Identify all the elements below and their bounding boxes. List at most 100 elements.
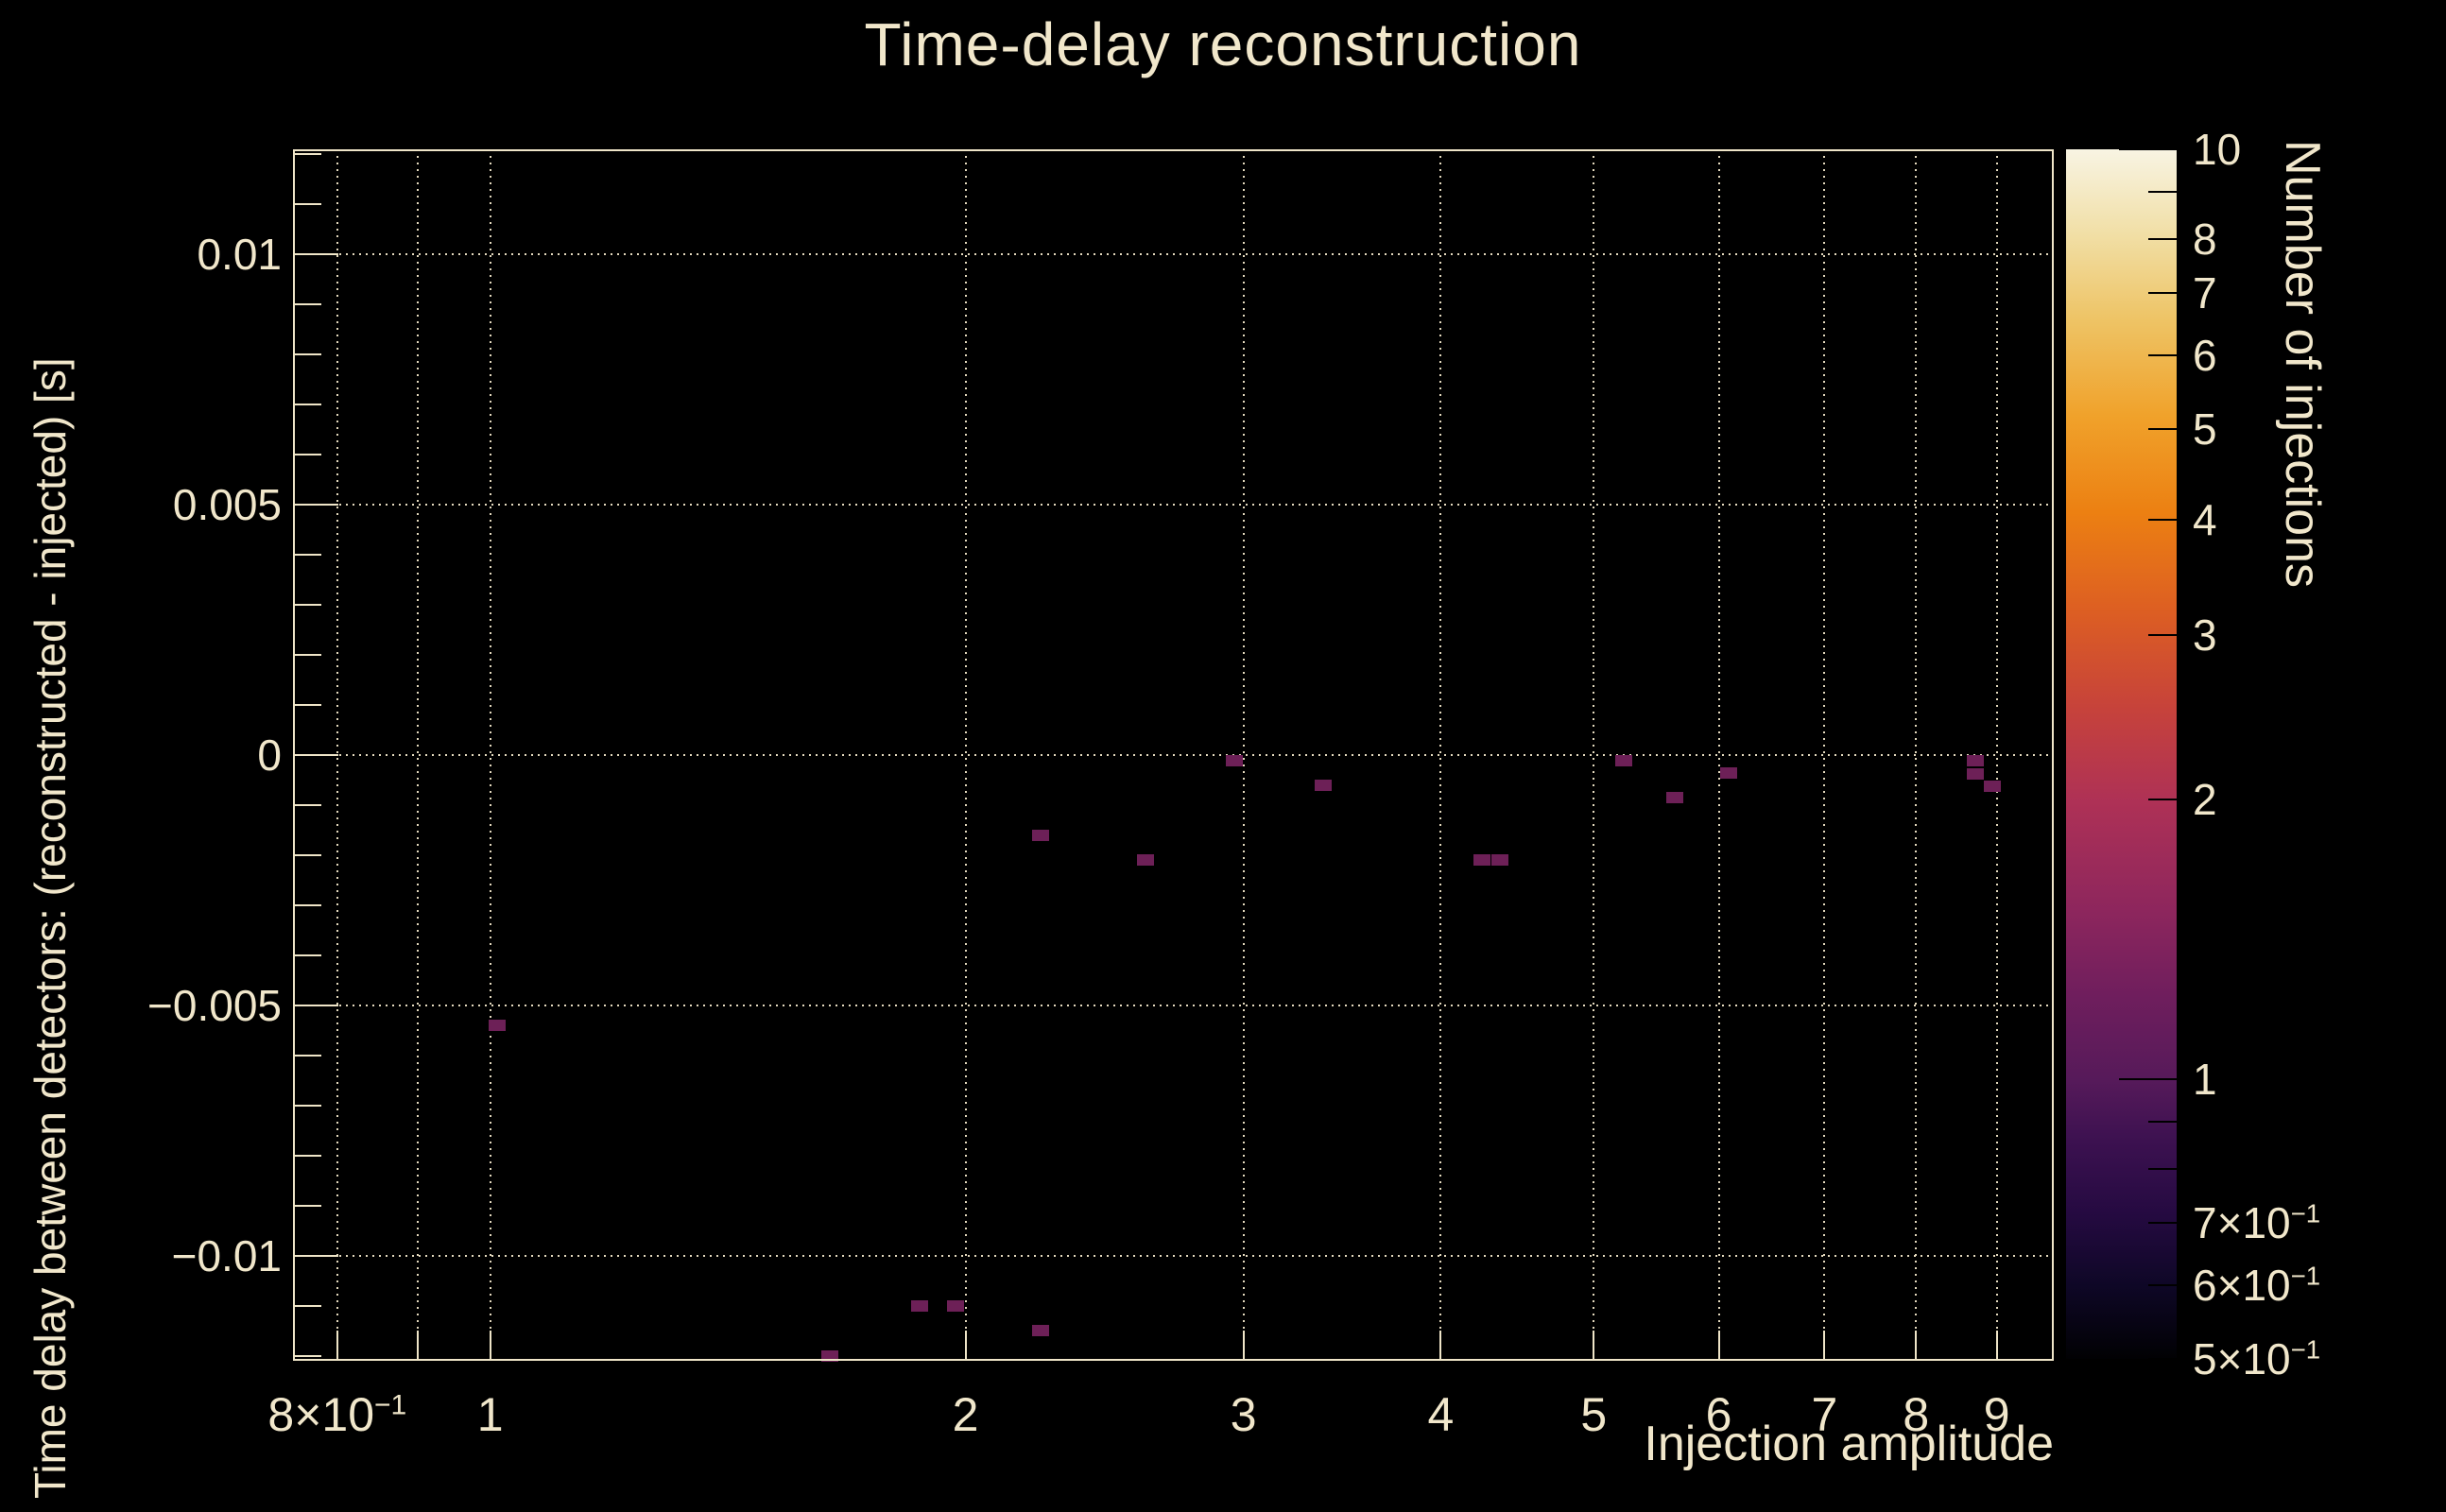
y-tick-minor	[295, 404, 321, 406]
plot-frame	[293, 149, 2054, 1361]
x-tick	[336, 1331, 338, 1359]
x-axis-title: Injection amplitude	[1644, 1417, 2054, 1471]
data-bin	[1490, 854, 1508, 867]
x-tick	[1242, 1331, 1245, 1359]
data-bin	[1966, 755, 1984, 767]
x-tick-label: 3	[1230, 1388, 1257, 1441]
colorbar-tick-label: 7×10−1	[2193, 1198, 2321, 1248]
colorbar-tick	[2148, 798, 2177, 800]
colorbar-tick	[2148, 518, 2177, 521]
y-tick-major	[295, 253, 338, 256]
colorbar-gradient	[2066, 149, 2177, 1359]
y-tick-minor	[295, 454, 321, 456]
colorbar-tick-label: 8	[2193, 215, 2217, 265]
y-tick-minor	[295, 1054, 321, 1057]
y-tick-minor	[295, 654, 321, 657]
colorbar-tick-label: 3	[2193, 610, 2217, 661]
x-tick	[1915, 1331, 1918, 1359]
y-tick-major	[295, 504, 338, 507]
y-tick-minor	[295, 704, 321, 707]
data-bin	[1966, 768, 1984, 781]
colorbar-tick	[2148, 1284, 2177, 1287]
y-tick-minor	[295, 554, 321, 557]
colorbar-tick-label: 6	[2193, 331, 2217, 381]
x-tick-label: 4	[1427, 1388, 1455, 1441]
colorbar-tick	[2148, 191, 2177, 194]
colorbar-tick	[2148, 238, 2177, 241]
x-tick-label: 2	[952, 1388, 979, 1441]
colorbar-tick	[2148, 1358, 2177, 1360]
y-tick-label: 0	[257, 730, 282, 780]
colorbar-tick-label: 10	[2193, 125, 2242, 174]
colorbar-tick	[2148, 1222, 2177, 1225]
y-tick-minor	[295, 1354, 321, 1357]
y-tick-major	[295, 1254, 338, 1257]
data-bin	[1666, 792, 1684, 804]
y-tick-minor	[295, 803, 321, 806]
colorbar-tick-label: 2	[2193, 774, 2217, 824]
data-bin	[1614, 755, 1632, 767]
y-tick-minor	[295, 203, 321, 206]
y-tick-minor	[295, 303, 321, 306]
y-tick-minor	[295, 153, 321, 156]
colorbar-tick	[2148, 1120, 2177, 1123]
y-grid-line	[293, 1004, 2054, 1006]
data-bin	[1720, 767, 1738, 780]
y-grid-line	[293, 504, 2054, 507]
colorbar-tick-label: 1	[2193, 1054, 2217, 1104]
y-grid-line	[293, 754, 2054, 756]
colorbar-tick-label: 7	[2193, 268, 2217, 318]
colorbar-tick	[2148, 428, 2177, 431]
colorbar-tick	[2148, 354, 2177, 357]
data-bin	[946, 1299, 964, 1312]
y-tick-label: 0.01	[197, 230, 282, 280]
y-tick-minor	[295, 954, 321, 956]
x-tick	[1823, 1331, 1826, 1359]
data-bin	[488, 1020, 506, 1032]
x-tick-label: 9	[1983, 1388, 2010, 1441]
y-tick-minor	[295, 1104, 321, 1107]
y-tick-label: −0.01	[171, 1230, 282, 1280]
x-tick	[417, 1331, 420, 1359]
colorbar-tick	[2148, 634, 2177, 637]
x-tick	[964, 1331, 967, 1359]
y-grid-line	[293, 1254, 2054, 1257]
x-tick-label: 8	[1903, 1388, 1930, 1441]
y-tick-major	[295, 1004, 338, 1006]
y-tick-minor	[295, 1154, 321, 1157]
x-tick-label: 6	[1705, 1388, 1732, 1441]
colorbar-tick-label: 5×10−1	[2193, 1334, 2321, 1383]
x-tick-label: 8×10−1	[267, 1388, 407, 1441]
y-tick-minor	[295, 853, 321, 856]
colorbar-tick	[2119, 148, 2177, 150]
x-tick-label: 5	[1580, 1388, 1608, 1441]
x-tick	[1995, 1331, 1998, 1359]
y-tick-minor	[295, 1204, 321, 1207]
data-bin	[1136, 854, 1154, 867]
colorbar-tick	[2148, 1168, 2177, 1171]
data-bin	[820, 1349, 838, 1362]
y-tick-minor	[295, 604, 321, 607]
colorbar-tick	[2148, 292, 2177, 295]
y-tick-label: −0.005	[147, 980, 282, 1030]
y-axis-title: Time delay between detectors: (reconstru…	[26, 357, 75, 1499]
data-bin	[1031, 1325, 1049, 1337]
y-grid-line	[293, 253, 2054, 256]
colorbar-tick-label: 5	[2193, 404, 2217, 455]
data-bin	[1315, 779, 1333, 791]
y-tick-minor	[295, 353, 321, 356]
y-tick-major	[295, 754, 338, 756]
colorbar-tick	[2119, 1077, 2177, 1080]
colorbar-tick-label: 6×10−1	[2193, 1261, 2321, 1311]
y-tick-label: 0.005	[172, 480, 282, 530]
data-bin	[1473, 854, 1491, 867]
chart-title: Time-delay reconstruction	[864, 10, 1582, 78]
data-bin	[1225, 755, 1243, 767]
x-tick	[1439, 1331, 1442, 1359]
data-bin	[910, 1299, 928, 1312]
x-tick	[1717, 1331, 1720, 1359]
x-tick	[1593, 1331, 1595, 1359]
y-tick-minor	[295, 903, 321, 906]
data-bin	[1983, 780, 2001, 792]
